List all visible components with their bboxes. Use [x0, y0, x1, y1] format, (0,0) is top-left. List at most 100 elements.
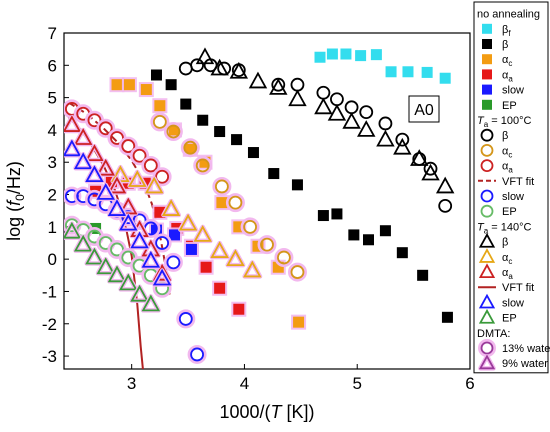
data-point [231, 301, 247, 317]
data-point [209, 240, 230, 260]
legend-label: β [502, 130, 508, 142]
legend-marker [482, 23, 492, 34]
data-point [187, 344, 207, 364]
data-point [192, 224, 213, 244]
data-point [140, 294, 161, 313]
data-point [421, 163, 440, 181]
legend-label: αa [502, 161, 513, 175]
legend-header: no annealing [477, 9, 540, 21]
data-point [229, 61, 249, 79]
data-point [268, 168, 280, 180]
data-point [326, 48, 338, 60]
data-point [410, 149, 429, 166]
data-point [178, 213, 199, 232]
data-point [395, 132, 410, 147]
data-points [64, 47, 455, 364]
data-point [248, 71, 268, 89]
data-point [314, 51, 326, 63]
data-point [140, 250, 161, 270]
data-point [314, 97, 333, 115]
y-tick-label: -1 [42, 282, 57, 301]
legend-label: β [502, 39, 508, 51]
data-point [96, 118, 116, 138]
data-point [193, 155, 213, 175]
data-point [291, 314, 307, 330]
y-tick-label: 5 [48, 89, 57, 108]
data-point [441, 311, 453, 323]
data-point [393, 137, 412, 155]
legend-marker [478, 308, 496, 324]
legend-label: αc [502, 252, 512, 266]
legend-marker [478, 232, 496, 248]
data-point [84, 164, 105, 184]
data-point [152, 268, 173, 287]
data-point [417, 269, 429, 281]
data-point [331, 208, 343, 220]
legend-label: βf [502, 24, 511, 38]
data-point [183, 241, 199, 257]
annotation-label: A0 [414, 102, 434, 119]
legend-label: 9% water [502, 358, 548, 370]
data-point [107, 198, 127, 218]
data-point [130, 146, 150, 166]
data-point [355, 50, 367, 62]
data-point [127, 169, 148, 189]
data-point [121, 77, 137, 93]
y-axis-title: log (f0/Hz) [4, 161, 27, 241]
data-point [64, 114, 82, 134]
data-point [370, 49, 382, 61]
data-point [95, 257, 116, 276]
data-point [167, 227, 183, 243]
data-point [421, 66, 433, 78]
legend-marker [478, 248, 496, 263]
data-point [176, 309, 196, 329]
data-point [118, 273, 139, 292]
legend-marker [480, 189, 494, 203]
data-point [161, 198, 182, 218]
data-point [240, 217, 260, 237]
data-point [95, 158, 116, 177]
data-point [141, 155, 161, 175]
legend-label: αa [502, 69, 513, 83]
data-point [118, 136, 138, 156]
y-tick-label: 4 [48, 121, 57, 140]
data-point [73, 127, 94, 147]
data-point [291, 179, 303, 191]
data-point [435, 176, 455, 194]
data-point [247, 147, 259, 159]
legend-label: EP [502, 100, 517, 112]
data-point [129, 284, 150, 303]
data-point [73, 152, 94, 171]
x-tick-label: 5 [352, 374, 361, 393]
legend-marker [482, 39, 492, 49]
data-point [210, 58, 229, 76]
legend-marker [480, 159, 494, 173]
legend-label: slow [502, 191, 524, 203]
legend-marker [480, 204, 494, 218]
legend-label: slow [502, 85, 524, 97]
legend-label: αa [502, 267, 513, 281]
data-point [64, 221, 82, 240]
y-tick-label: 6 [48, 56, 57, 75]
legend-label: VFT fit [502, 282, 534, 294]
data-point [396, 247, 408, 259]
data-point [84, 247, 105, 266]
data-point [274, 248, 294, 268]
data-point [197, 114, 209, 126]
legend-label: αc [502, 145, 512, 159]
data-point [212, 176, 232, 196]
data-point [190, 58, 204, 73]
data-point [317, 210, 329, 222]
data-point [163, 122, 183, 142]
data-point [165, 79, 177, 91]
y-tick-label: 7 [48, 24, 57, 43]
data-point [95, 182, 116, 202]
legend-label: β [502, 237, 508, 249]
data-point [423, 161, 438, 176]
data-point [214, 195, 230, 211]
data-point [107, 265, 127, 284]
legend-marker [480, 143, 494, 157]
data-point [340, 48, 352, 60]
